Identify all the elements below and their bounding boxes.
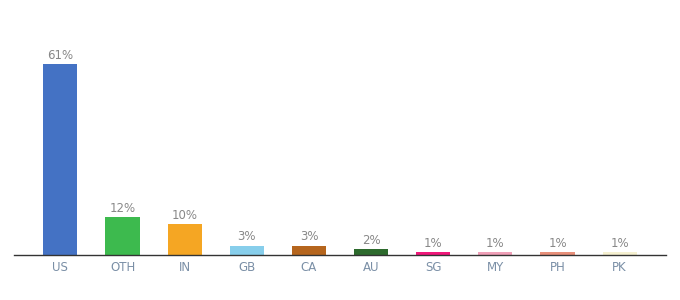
Text: 3%: 3% bbox=[237, 230, 256, 243]
Text: 1%: 1% bbox=[611, 237, 629, 250]
Text: 3%: 3% bbox=[300, 230, 318, 243]
Bar bbox=[292, 246, 326, 255]
Text: 10%: 10% bbox=[171, 208, 198, 221]
Bar bbox=[416, 252, 450, 255]
Bar bbox=[105, 218, 139, 255]
Bar bbox=[44, 64, 78, 255]
Text: 2%: 2% bbox=[362, 234, 380, 247]
Text: 1%: 1% bbox=[486, 237, 505, 250]
Bar bbox=[602, 252, 636, 255]
Bar bbox=[230, 246, 264, 255]
Text: 1%: 1% bbox=[548, 237, 567, 250]
Bar bbox=[354, 249, 388, 255]
Bar bbox=[478, 252, 513, 255]
Text: 1%: 1% bbox=[424, 237, 443, 250]
Bar bbox=[167, 224, 202, 255]
Bar bbox=[541, 252, 575, 255]
Text: 61%: 61% bbox=[48, 49, 73, 62]
Text: 12%: 12% bbox=[109, 202, 135, 215]
